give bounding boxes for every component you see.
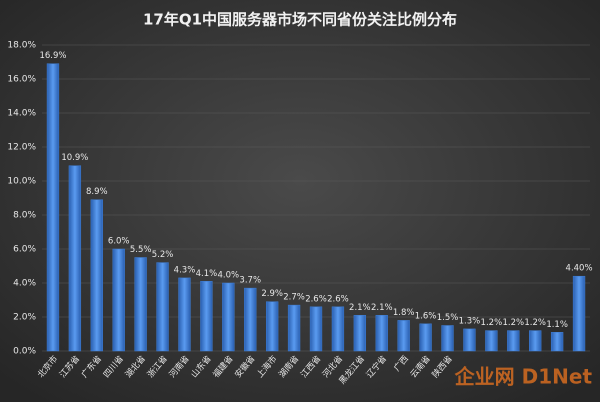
bar (529, 330, 542, 352)
value-label: 1.2% (481, 318, 503, 328)
value-label: 4.40% (566, 264, 593, 274)
bar (287, 304, 301, 352)
bar (112, 248, 125, 352)
value-label: 3.7% (239, 276, 261, 286)
bar (265, 301, 279, 352)
value-label: 16.9% (39, 51, 66, 61)
value-label: 1.3% (459, 316, 481, 326)
value-label: 2.7% (283, 293, 305, 303)
value-label: 2.1% (349, 303, 371, 313)
value-label: 2.6% (327, 294, 349, 304)
bar (178, 277, 191, 352)
bar (200, 281, 213, 352)
value-label: 1.1% (546, 320, 568, 330)
y-tick-label: 12.0% (7, 143, 36, 153)
y-tick-label: 4.0% (13, 279, 36, 289)
bar (222, 282, 235, 352)
y-tick-label: 18.0% (7, 41, 36, 51)
value-label: 4.1% (196, 269, 218, 279)
bar (507, 330, 520, 352)
y-tick-label: 16.0% (7, 75, 36, 85)
value-label: 8.9% (86, 187, 108, 197)
chart-title: 17年Q1中国服务器市场不同省份关注比例分布 (143, 11, 457, 29)
value-label: 5.5% (130, 245, 152, 255)
bar (309, 306, 323, 352)
bar (331, 306, 345, 352)
bar (419, 323, 432, 352)
bar (353, 315, 367, 352)
bar (46, 63, 60, 352)
y-tick-label: 6.0% (13, 245, 36, 255)
bar (550, 332, 564, 352)
value-label: 4.0% (218, 271, 240, 281)
y-tick-label: 2.0% (13, 313, 36, 323)
bar (134, 257, 147, 352)
bar (156, 262, 169, 352)
value-label: 1.5% (437, 313, 459, 323)
value-label: 2.9% (261, 289, 283, 299)
bar (463, 328, 476, 352)
value-label: 5.2% (152, 250, 174, 260)
bar (244, 287, 257, 352)
y-tick-label: 10.0% (7, 177, 36, 187)
value-label: 4.3% (174, 265, 196, 275)
value-label: 1.6% (415, 311, 437, 321)
value-label: 2.1% (371, 303, 393, 313)
bar (572, 275, 586, 352)
value-label: 2.6% (305, 294, 327, 304)
bar (485, 330, 498, 352)
value-label: 1.8% (393, 308, 415, 318)
bar (68, 165, 82, 352)
watermark: 企业网 D1Net (454, 365, 593, 389)
value-label: 1.2% (524, 318, 546, 328)
bar (441, 325, 454, 352)
value-label: 1.2% (502, 318, 524, 328)
y-tick-label: 8.0% (13, 211, 36, 221)
y-tick-label: 0.0% (13, 347, 36, 357)
bar (397, 320, 410, 352)
value-label: 10.9% (61, 153, 88, 163)
bar (90, 199, 103, 352)
y-tick-label: 14.0% (7, 109, 36, 119)
bar (375, 315, 388, 352)
value-label: 6.0% (108, 237, 130, 247)
